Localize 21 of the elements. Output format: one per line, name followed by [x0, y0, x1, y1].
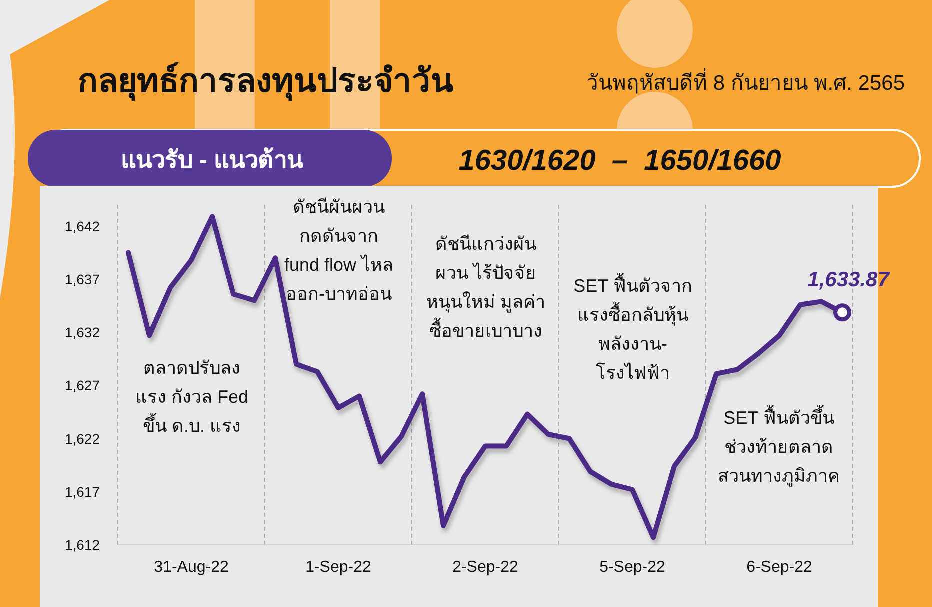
annotation: ดัชนีผันผวน กดดันจาก fund flow ไหล ออก-บาทอ่อน [284, 197, 394, 304]
annotation: ดัชนีแกว่งผัน ผวน ไร้ปัจจัย หนุนใหม่ มูลค่า ซื้อขายเบาบาง [426, 234, 546, 341]
text: แนวรับ - แนวต้าน [120, 147, 304, 174]
y-tick-label: 1,622 [64, 430, 100, 447]
y-tick-label: 1,627 [64, 378, 100, 394]
x-tick-label: 2-Sep-22 [452, 559, 519, 576]
y-tick-label: 1,642 [64, 218, 100, 234]
x-tick-label: 31-Aug-22 [154, 559, 229, 576]
y-tick-label: 1,637 [64, 271, 100, 288]
x-tick-label: 6-Sep-22 [746, 559, 813, 576]
annotation: ตลาดปรับลง แรง กังวล Fed ขึ้น ด.บ. แรง [135, 358, 249, 436]
y-tick-label: 1,612 [64, 537, 100, 553]
x-tick-label: 1-Sep-22 [306, 559, 372, 576]
chart-title: กลยุทธ์การลงทุนประจำวัน [78, 62, 454, 102]
text: 1630/1620 – 1650/1660 [458, 145, 782, 177]
y-tick-label: 1,617 [64, 484, 100, 500]
y-tick-label: 1,632 [64, 324, 100, 340]
chart-subtitle: วันพฤหัสบดีที่ 8 กันยายน พ.ศ. 2565 [586, 68, 905, 95]
x-tick-label: 5-Sep-22 [600, 559, 666, 576]
annotation: SET ฟื้นตัวขึ้น ช่วงท้ายตลาด สวนทางภูมิภาค [718, 405, 840, 487]
annotation: SET ฟื้นตัวจาก แรงซื้อกลับหุ้น พลังงาน- โรงไฟฟ้า [574, 273, 692, 383]
